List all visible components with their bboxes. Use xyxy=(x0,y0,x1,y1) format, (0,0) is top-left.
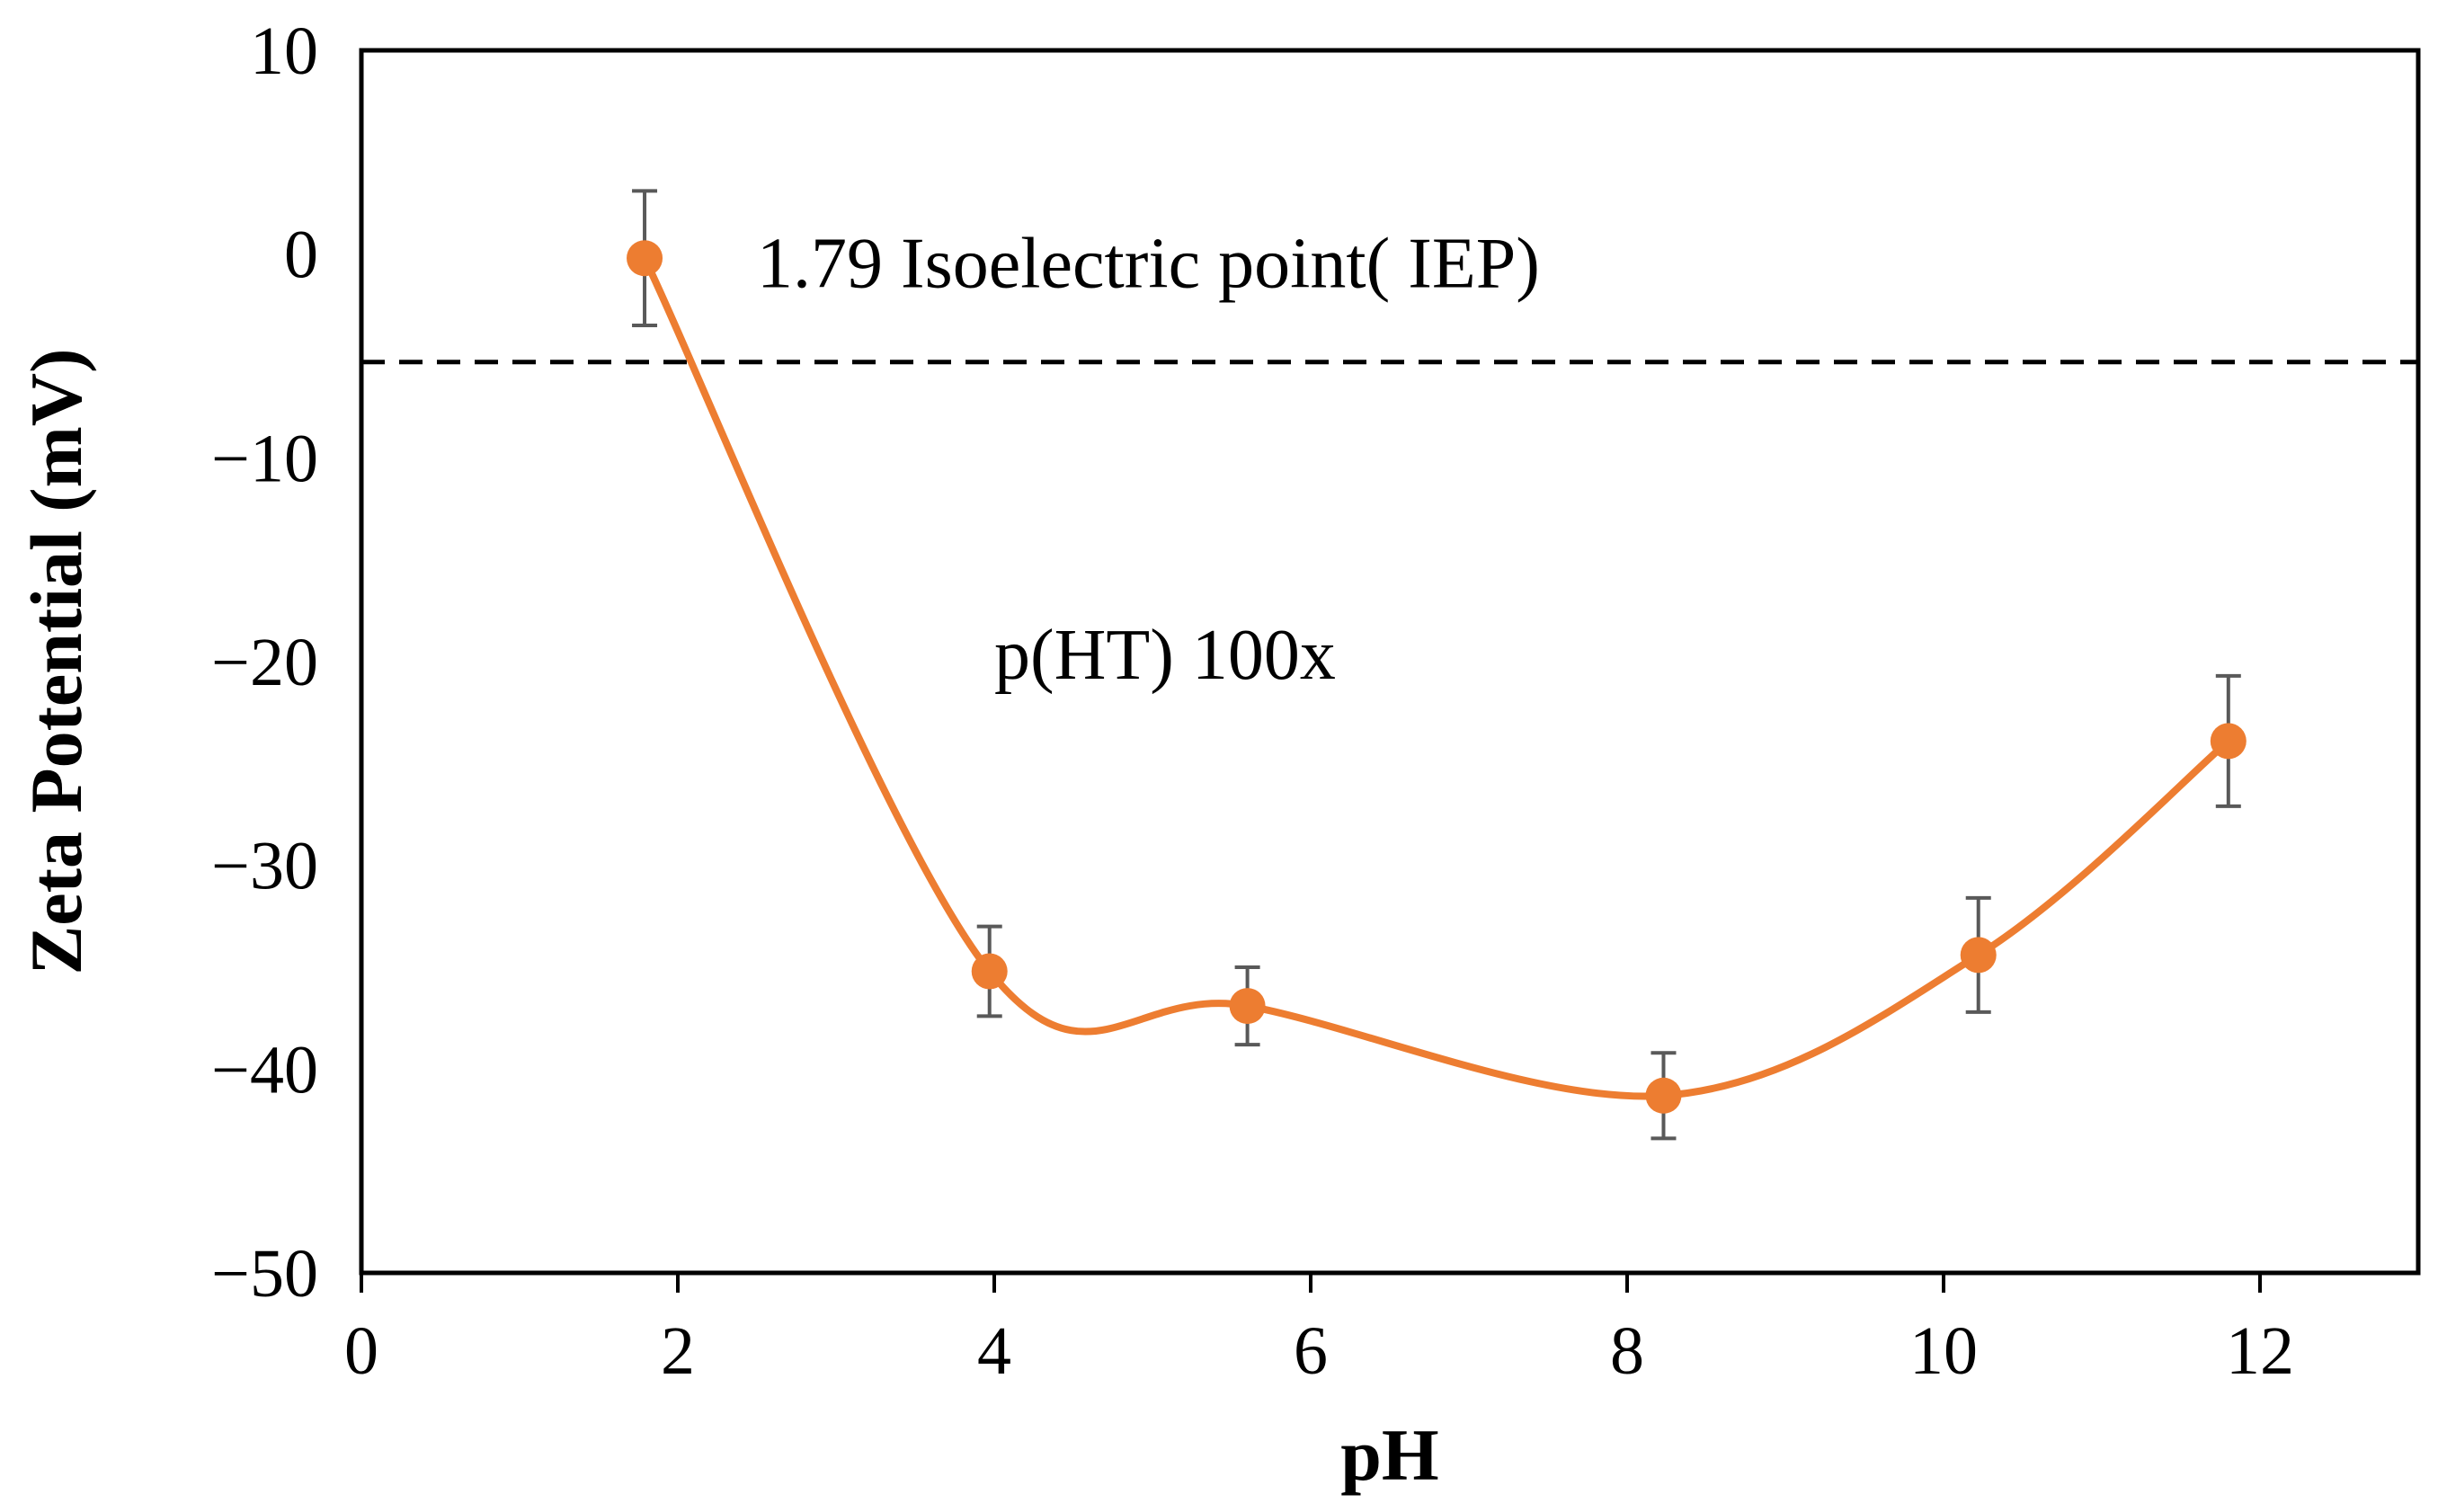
data-point-layer xyxy=(627,240,2247,1114)
x-tick-label: 8 xyxy=(1610,1313,1644,1389)
x-tick-label: 6 xyxy=(1294,1313,1328,1389)
y-tick-label: −40 xyxy=(211,1032,318,1107)
data-point xyxy=(1645,1077,1682,1114)
x-tick-label: 2 xyxy=(661,1313,695,1389)
data-point xyxy=(1229,988,1266,1025)
y-ticks: 10 0 −10 −20 −30 −40 −50 xyxy=(211,13,318,1312)
y-tick-label: −30 xyxy=(211,829,318,904)
series-line xyxy=(641,254,2232,1100)
x-tick-label: 10 xyxy=(1909,1313,1978,1389)
y-tick-label: −20 xyxy=(211,625,318,700)
y-tick-label: 10 xyxy=(250,13,318,89)
y-tick-label: −10 xyxy=(211,421,318,496)
series-curve-layer xyxy=(641,254,2232,1100)
x-axis-title: pH xyxy=(1340,1414,1438,1496)
plot-frame xyxy=(359,48,2421,1276)
x-tick-label: 4 xyxy=(977,1313,1011,1389)
data-point xyxy=(971,953,1008,990)
data-point xyxy=(2210,723,2247,760)
data-point xyxy=(627,240,663,277)
y-tick-label: 0 xyxy=(284,218,318,293)
annotation-iep: 1.79 Isoelectric point( IEP) xyxy=(757,225,1540,304)
y-tick-label: −50 xyxy=(211,1236,318,1312)
x-tick-label: 12 xyxy=(2226,1313,2294,1389)
annotation-sample-label: p(HT) 100x xyxy=(994,616,1336,695)
error-bar-layer xyxy=(632,189,2241,1141)
data-point xyxy=(1960,937,1997,974)
x-ticks: 0 2 4 6 8 10 12 xyxy=(344,1273,2294,1389)
y-axis-title: Zeta Potential (mV) xyxy=(15,349,97,975)
x-tick-label: 0 xyxy=(344,1313,378,1389)
